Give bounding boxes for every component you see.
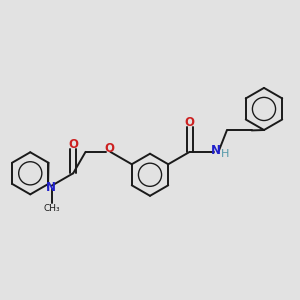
Text: O: O	[104, 142, 114, 154]
Text: N: N	[211, 144, 221, 157]
Text: H: H	[221, 149, 229, 159]
Text: N: N	[46, 181, 56, 194]
Text: CH₃: CH₃	[44, 204, 60, 213]
Text: O: O	[68, 138, 78, 151]
Text: O: O	[185, 116, 195, 129]
